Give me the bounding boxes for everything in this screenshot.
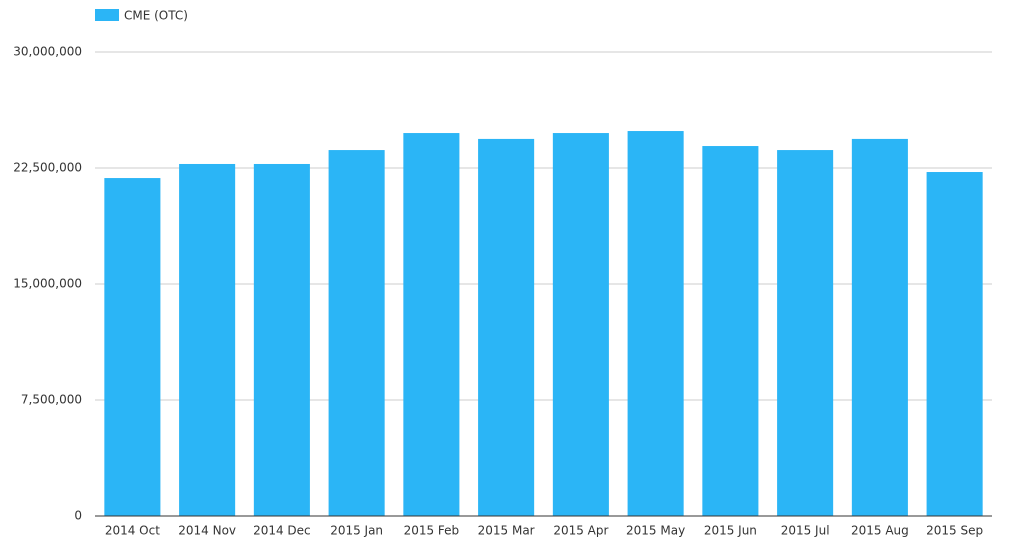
bar <box>702 146 759 516</box>
x-tick-label: 2015 Jun <box>704 524 757 538</box>
y-tick-label: 30,000,000 <box>13 45 82 59</box>
x-tick-label: 2014 Dec <box>253 524 311 538</box>
bar <box>328 150 385 517</box>
legend-label: CME (OTC) <box>124 9 188 23</box>
bar <box>627 131 684 516</box>
x-tick-label: 2015 May <box>626 524 685 538</box>
bar <box>104 178 161 516</box>
x-tick-label: 2015 Aug <box>851 524 909 538</box>
y-tick-label: 0 <box>74 509 82 523</box>
x-tick-label: 2015 Mar <box>478 524 535 538</box>
bar <box>926 172 983 516</box>
y-tick-label: 7,500,000 <box>21 393 82 407</box>
bar <box>851 138 908 516</box>
x-tick-label: 2015 Apr <box>553 524 608 538</box>
y-tick-label: 22,500,000 <box>13 161 82 175</box>
y-tick-label: 15,000,000 <box>13 277 82 291</box>
bar <box>777 150 834 517</box>
x-tick-label: 2014 Nov <box>178 524 236 538</box>
x-tick-label: 2015 Jul <box>781 524 830 538</box>
legend-swatch <box>95 9 119 21</box>
x-tick-label: 2015 Jan <box>330 524 383 538</box>
x-tick-label: 2015 Feb <box>404 524 460 538</box>
bar <box>552 133 609 516</box>
x-tick-label: 2014 Oct <box>105 524 160 538</box>
bar <box>403 133 460 516</box>
x-tick-label: 2015 Sep <box>926 524 983 538</box>
bar <box>253 163 310 516</box>
bar <box>179 163 236 516</box>
bar <box>478 138 535 516</box>
